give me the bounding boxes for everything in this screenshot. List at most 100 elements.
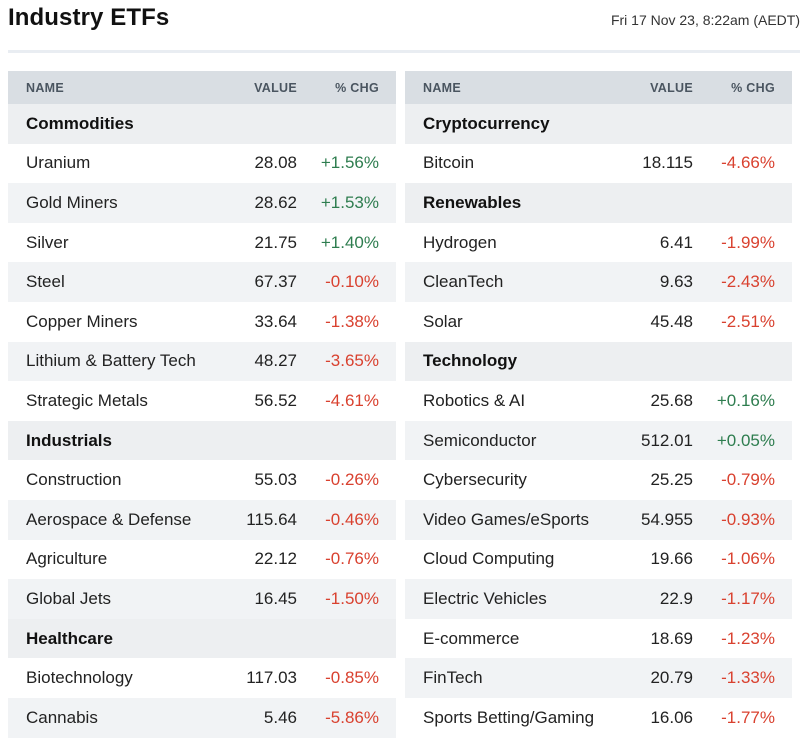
etf-value: 21.75 bbox=[254, 232, 297, 252]
etf-value: 55.03 bbox=[254, 470, 297, 490]
etf-row-steel[interactable]: Steel 67.37 -0.10% bbox=[8, 262, 396, 302]
etf-name[interactable]: Uranium bbox=[26, 153, 91, 173]
etf-name[interactable]: Global Jets bbox=[26, 588, 112, 608]
etf-row-semiconductor[interactable]: Semiconductor 512.01 +0.05% bbox=[405, 420, 792, 461]
etf-row-solar[interactable]: Solar 45.48 -2.51% bbox=[405, 302, 792, 342]
etf-row-sports-betting-gaming[interactable]: Sports Betting/Gaming 16.06 -1.77% bbox=[405, 698, 792, 738]
column-header-row: NAME VALUE % CHG bbox=[405, 71, 792, 104]
etf-name[interactable]: Cybersecurity bbox=[423, 470, 527, 490]
group-header-cryptocurrency: Cryptocurrency bbox=[405, 104, 792, 144]
etf-name[interactable]: Strategic Metals bbox=[26, 390, 148, 410]
etf-name[interactable]: Construction bbox=[26, 470, 122, 490]
etf-row-electric-vehicles[interactable]: Electric Vehicles 22.9 -1.17% bbox=[405, 579, 792, 619]
etf-pct-change: +0.05% bbox=[716, 430, 775, 450]
etf-value: 16.45 bbox=[254, 588, 297, 608]
etf-pct-change: -1.77% bbox=[721, 707, 775, 727]
etf-name[interactable]: E-commerce bbox=[423, 628, 520, 648]
etf-value: 19.66 bbox=[650, 549, 693, 569]
etf-name[interactable]: Cloud Computing bbox=[423, 549, 555, 569]
etf-pct-change: -1.38% bbox=[325, 311, 379, 331]
etf-row-copper-miners[interactable]: Copper Miners 33.64 -1.38% bbox=[8, 302, 396, 342]
etf-row-silver[interactable]: Silver 21.75 +1.40% bbox=[8, 223, 396, 263]
etf-name[interactable]: Hydrogen bbox=[423, 232, 497, 252]
etf-value: 54.955 bbox=[641, 509, 693, 529]
etf-value: 22.9 bbox=[659, 588, 693, 608]
etf-row-lithium-battery-tech[interactable]: Lithium & Battery Tech 48.27 -3.65% bbox=[8, 341, 396, 382]
etf-row-global-jets[interactable]: Global Jets 16.45 -1.50% bbox=[8, 579, 396, 619]
group-label: Commodities bbox=[26, 113, 134, 133]
etf-pct-change: +0.16% bbox=[716, 390, 775, 410]
etf-name[interactable]: Biotechnology bbox=[26, 668, 133, 688]
column-header-name[interactable]: NAME bbox=[423, 80, 462, 95]
etf-row-agriculture[interactable]: Agriculture 22.12 -0.76% bbox=[8, 540, 396, 580]
group-header-technology: Technology bbox=[405, 341, 792, 382]
etf-value: 6.41 bbox=[659, 232, 693, 252]
etf-row-uranium[interactable]: Uranium 28.08 +1.56% bbox=[8, 144, 396, 184]
etf-row-e-commerce[interactable]: E-commerce 18.69 -1.23% bbox=[405, 619, 792, 659]
column-header-name[interactable]: NAME bbox=[26, 80, 65, 95]
etf-name[interactable]: Bitcoin bbox=[423, 153, 475, 173]
etf-name[interactable]: Gold Miners bbox=[26, 192, 118, 212]
page-header: Industry ETFs Fri 17 Nov 23, 8:22am (AED… bbox=[8, 0, 800, 53]
column-header-chg[interactable]: % CHG bbox=[731, 80, 775, 95]
etf-pct-change: -4.61% bbox=[325, 390, 379, 410]
etf-name[interactable]: Agriculture bbox=[26, 549, 108, 569]
etf-value: 45.48 bbox=[650, 311, 693, 331]
etf-name[interactable]: Solar bbox=[423, 311, 463, 331]
etf-pct-change: -0.93% bbox=[721, 509, 775, 529]
etf-row-construction[interactable]: Construction 55.03 -0.26% bbox=[8, 460, 396, 500]
etf-row-cleantech[interactable]: CleanTech 9.63 -2.43% bbox=[405, 262, 792, 302]
etf-row-fintech[interactable]: FinTech 20.79 -1.33% bbox=[405, 658, 792, 698]
column-header-chg[interactable]: % CHG bbox=[335, 80, 379, 95]
etf-value: 67.37 bbox=[254, 272, 297, 292]
etf-row-strategic-metals[interactable]: Strategic Metals 56.52 -4.61% bbox=[8, 381, 396, 421]
etf-name[interactable]: Silver bbox=[26, 232, 69, 252]
etf-value: 9.63 bbox=[659, 272, 693, 292]
etf-name[interactable]: Aerospace & Defense bbox=[26, 509, 192, 529]
etf-name[interactable]: FinTech bbox=[423, 668, 483, 688]
etf-name[interactable]: Electric Vehicles bbox=[423, 588, 547, 608]
etf-row-hydrogen[interactable]: Hydrogen 6.41 -1.99% bbox=[405, 223, 792, 263]
column-header-value[interactable]: VALUE bbox=[254, 80, 297, 95]
etf-rows-left: Commodities Uranium 28.08 +1.56% Gold Miners… bbox=[8, 104, 396, 738]
etf-pct-change: -0.79% bbox=[721, 470, 775, 490]
etf-value: 25.25 bbox=[650, 470, 693, 490]
etf-name[interactable]: Robotics & AI bbox=[423, 390, 526, 410]
etf-name[interactable]: Semiconductor bbox=[423, 430, 537, 450]
etf-pct-change: -2.43% bbox=[721, 272, 775, 292]
etf-rows-right: Cryptocurrency Bitcoin 18.115 -4.66% Renewab… bbox=[405, 104, 792, 738]
etf-row-cybersecurity[interactable]: Cybersecurity 25.25 -0.79% bbox=[405, 460, 792, 500]
group-label: Technology bbox=[423, 351, 518, 371]
etf-value: 18.69 bbox=[650, 628, 693, 648]
etf-value: 56.52 bbox=[254, 390, 297, 410]
etf-row-cloud-computing[interactable]: Cloud Computing 19.66 -1.06% bbox=[405, 540, 792, 580]
etf-pct-change: -5.86% bbox=[325, 707, 379, 727]
etf-pct-change: -0.76% bbox=[325, 549, 379, 569]
etf-name[interactable]: Copper Miners bbox=[26, 311, 138, 331]
etf-value: 22.12 bbox=[254, 549, 297, 569]
etf-name[interactable]: CleanTech bbox=[423, 272, 504, 292]
etf-name[interactable]: Lithium & Battery Tech bbox=[26, 351, 196, 371]
etf-row-biotechnology[interactable]: Biotechnology 117.03 -0.85% bbox=[8, 658, 396, 698]
etf-name[interactable]: Steel bbox=[26, 272, 65, 292]
etf-name[interactable]: Video Games/eSports bbox=[423, 509, 589, 529]
etf-row-cannabis[interactable]: Cannabis 5.46 -5.86% bbox=[8, 697, 396, 738]
etf-pct-change: -0.46% bbox=[325, 509, 379, 529]
group-header-commodities: Commodities bbox=[8, 104, 396, 144]
etf-row-robotics-ai[interactable]: Robotics & AI 25.68 +0.16% bbox=[405, 381, 792, 421]
etf-name[interactable]: Sports Betting/Gaming bbox=[423, 707, 595, 727]
etf-row-bitcoin[interactable]: Bitcoin 18.115 -4.66% bbox=[405, 144, 792, 184]
etf-row-gold-miners[interactable]: Gold Miners 28.62 +1.53% bbox=[8, 183, 396, 223]
etf-pct-change: -4.66% bbox=[721, 153, 775, 173]
etf-pct-change: -0.85% bbox=[325, 668, 379, 688]
etf-pct-change: -0.26% bbox=[325, 470, 379, 490]
etf-value: 5.46 bbox=[263, 707, 297, 727]
etf-pct-change: -1.17% bbox=[721, 588, 775, 608]
etf-row-video-games-esports[interactable]: Video Games/eSports 54.955 -0.93% bbox=[405, 499, 792, 540]
column-header-value[interactable]: VALUE bbox=[650, 80, 693, 95]
etf-value: 33.64 bbox=[254, 311, 297, 331]
etf-value: 48.27 bbox=[254, 351, 297, 371]
etf-row-aerospace-defense[interactable]: Aerospace & Defense 115.64 -0.46% bbox=[8, 499, 396, 540]
etf-name[interactable]: Cannabis bbox=[26, 707, 98, 727]
etf-pct-change: -1.33% bbox=[721, 668, 775, 688]
